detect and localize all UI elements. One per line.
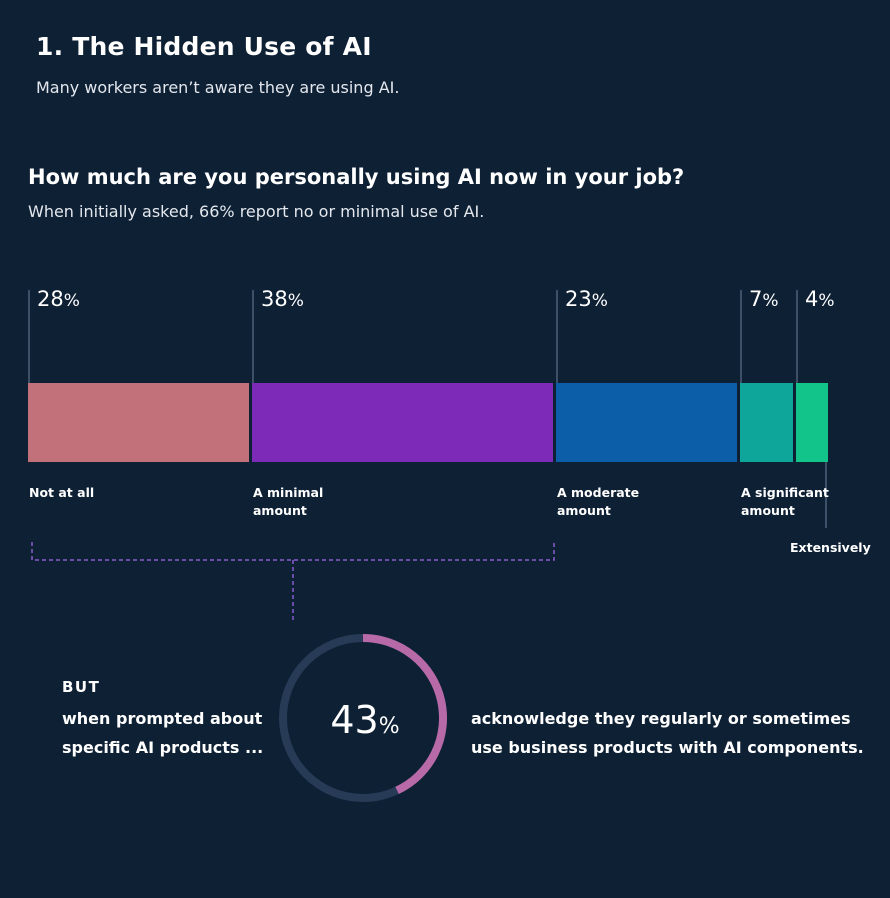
bar-segment-1 bbox=[252, 383, 553, 462]
bar-segment-0 bbox=[28, 383, 249, 462]
category-label-1: A minimal amount bbox=[253, 485, 324, 518]
acknowledge-text: acknowledge they regularly or sometimes … bbox=[471, 709, 864, 757]
bar-segment-3 bbox=[740, 383, 793, 462]
section-title: 1. The Hidden Use of AI bbox=[36, 32, 372, 61]
ring-progress-arc bbox=[362, 634, 447, 795]
ring-value-label: 43% bbox=[330, 698, 400, 742]
value-label-0: 28% bbox=[37, 287, 80, 311]
category-label-2: A moderate amount bbox=[557, 485, 640, 518]
chart-title: How much are you personally using AI now… bbox=[28, 165, 685, 189]
value-label-2: 23% bbox=[565, 287, 608, 311]
category-label-0: Not at all bbox=[29, 485, 95, 500]
bracket-annotation bbox=[31, 542, 555, 622]
value-label-1: 38% bbox=[261, 287, 304, 311]
bar-segment-2 bbox=[556, 383, 737, 462]
value-label-3: 7% bbox=[749, 287, 779, 311]
bracket-line bbox=[31, 542, 555, 561]
value-label-4: 4% bbox=[805, 287, 835, 311]
but-label: BUT bbox=[62, 678, 101, 696]
section-subtitle: Many workers aren’t aware they are using… bbox=[36, 78, 400, 97]
category-label-4: Extensively bbox=[790, 540, 871, 555]
lead-text: when prompted about specific AI products… bbox=[62, 709, 264, 757]
category-label-3: A significant amount bbox=[741, 485, 829, 518]
bar-segment-4 bbox=[796, 383, 828, 462]
chart-subtitle: When initially asked, 66% report no or m… bbox=[28, 202, 485, 221]
